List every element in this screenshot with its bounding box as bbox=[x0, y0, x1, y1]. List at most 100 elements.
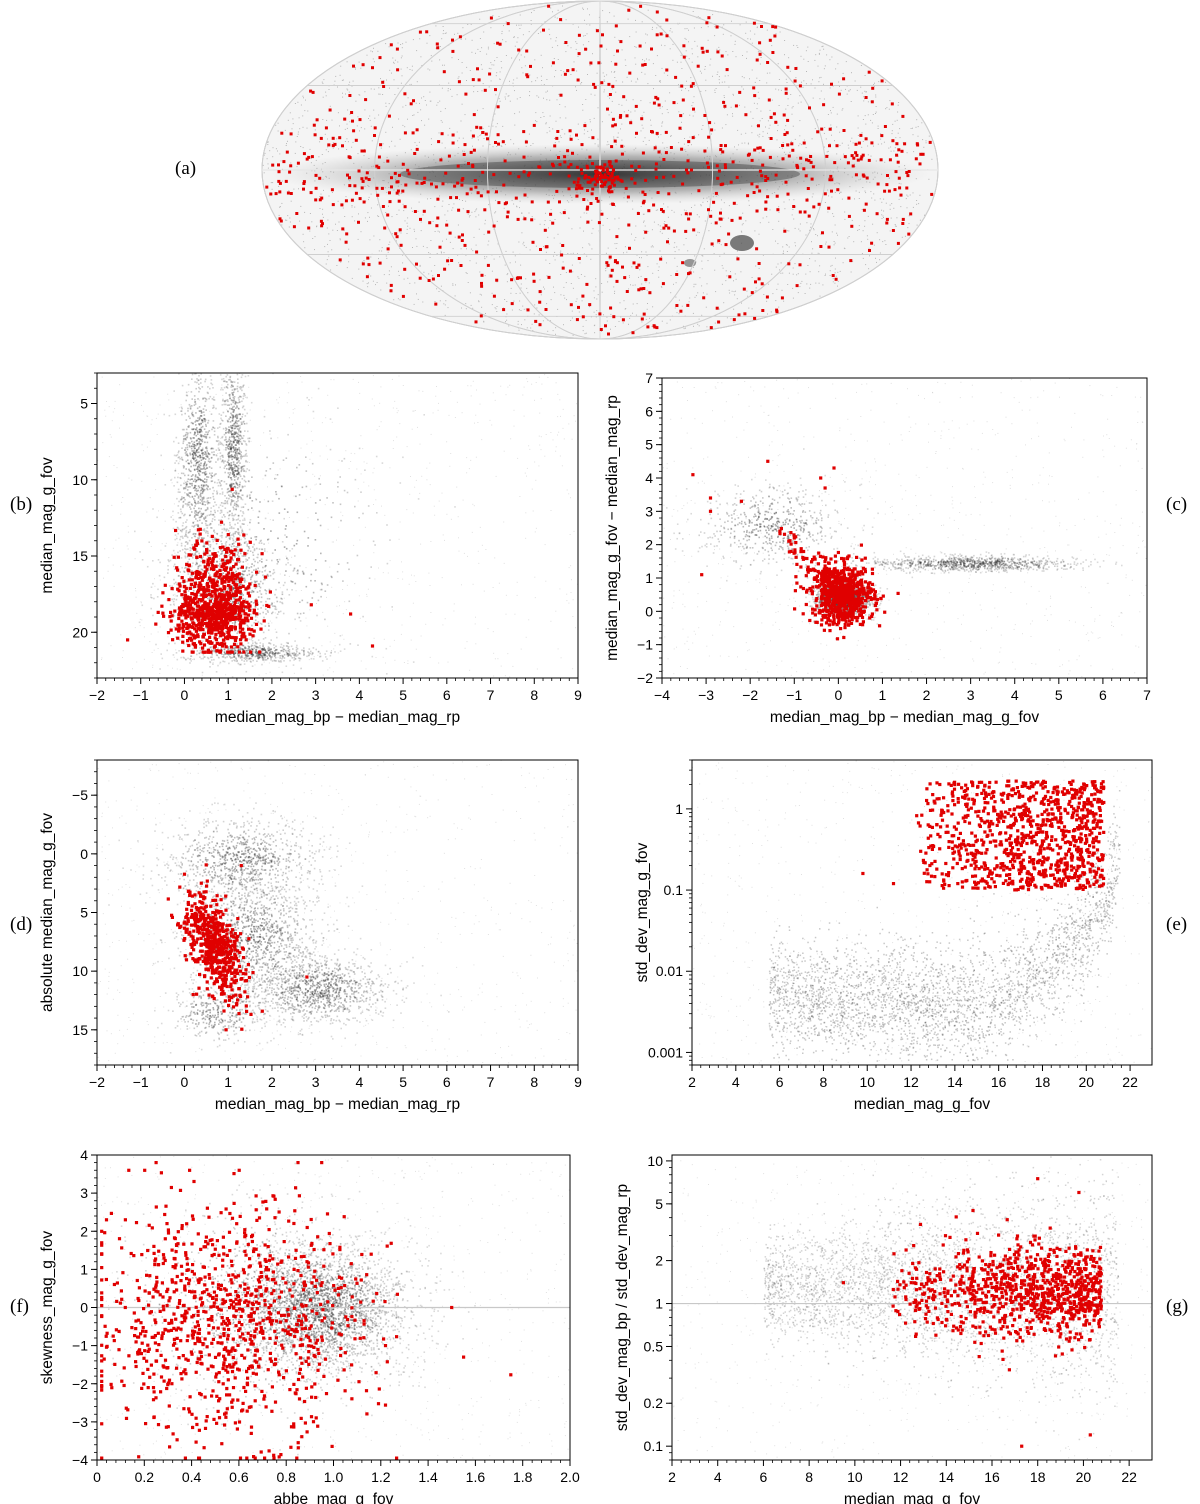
sky-highlight-point bbox=[755, 247, 759, 251]
background-point bbox=[194, 553, 197, 556]
sky-highlight-point bbox=[724, 243, 728, 247]
sky-highlight-point bbox=[394, 232, 398, 236]
background-point bbox=[245, 654, 248, 657]
background-point bbox=[250, 653, 252, 656]
sky-highlight-point bbox=[752, 191, 756, 194]
sky-highlight-point bbox=[611, 124, 615, 128]
sky-highlight-point bbox=[486, 263, 490, 267]
sky-background-point bbox=[653, 221, 655, 223]
sky-background-point bbox=[560, 74, 562, 76]
sky-background-point bbox=[718, 79, 720, 81]
sky-background-point bbox=[738, 144, 739, 146]
sky-background-point bbox=[525, 308, 527, 310]
background-point bbox=[317, 518, 319, 521]
sky-highlight-point bbox=[727, 232, 731, 236]
sky-background-point bbox=[699, 70, 701, 72]
sky-background-point bbox=[436, 104, 438, 106]
sky-highlight-point bbox=[804, 174, 808, 178]
sky-background-point bbox=[490, 62, 492, 64]
sky-background-point bbox=[496, 57, 498, 58]
background-point bbox=[202, 513, 204, 516]
background-point bbox=[230, 447, 232, 450]
background-point bbox=[220, 569, 223, 572]
sky-background-point bbox=[726, 114, 728, 116]
sky-background-point bbox=[809, 258, 811, 260]
background-point bbox=[286, 511, 289, 513]
background-point bbox=[239, 534, 241, 537]
sky-highlight-point bbox=[508, 171, 512, 175]
background-point bbox=[167, 559, 170, 561]
sky-highlight-point bbox=[479, 126, 483, 130]
sky-background-point bbox=[704, 68, 706, 70]
background-point bbox=[197, 379, 199, 382]
background-point bbox=[194, 511, 196, 514]
sky-background-point bbox=[286, 143, 287, 145]
sky-background-point bbox=[474, 211, 476, 213]
background-point bbox=[239, 519, 241, 522]
background-point bbox=[247, 699, 249, 701]
background-point bbox=[182, 582, 185, 585]
background-point bbox=[172, 510, 174, 513]
sky-background-point bbox=[429, 35, 431, 37]
background-point bbox=[301, 649, 303, 651]
sky-highlight-point bbox=[583, 176, 587, 180]
background-point bbox=[238, 483, 241, 486]
sky-background-point bbox=[264, 152, 266, 154]
background-point bbox=[198, 564, 201, 567]
sky-background-point bbox=[585, 99, 587, 100]
background-point bbox=[236, 435, 238, 438]
background-point bbox=[203, 418, 206, 420]
sky-background-point bbox=[491, 292, 493, 294]
background-point bbox=[227, 552, 230, 554]
background-point bbox=[287, 642, 289, 644]
sky-background-point bbox=[407, 217, 409, 219]
sky-highlight-point bbox=[758, 169, 762, 173]
sky-background-point bbox=[606, 267, 608, 269]
background-point bbox=[248, 437, 251, 440]
sky-highlight-point bbox=[488, 72, 492, 76]
sky-background-point bbox=[458, 59, 459, 60]
sky-background-point bbox=[609, 97, 610, 99]
sky-highlight-point bbox=[284, 179, 288, 183]
sky-background-point bbox=[585, 319, 587, 321]
sky-background-point bbox=[632, 208, 634, 210]
background-point bbox=[209, 395, 212, 398]
background-point bbox=[209, 387, 211, 390]
sky-background-point bbox=[758, 136, 760, 138]
sky-highlight-point bbox=[734, 104, 738, 108]
sky-background-point bbox=[458, 76, 460, 78]
sky-highlight-point bbox=[728, 275, 732, 279]
sky-background-point bbox=[344, 128, 346, 130]
background-point bbox=[193, 554, 195, 557]
sky-background-point bbox=[721, 26, 723, 28]
background-point bbox=[224, 502, 226, 505]
sky-background-point bbox=[741, 302, 742, 304]
sky-highlight-point bbox=[805, 198, 809, 202]
background-point bbox=[219, 485, 222, 487]
sky-background-point bbox=[364, 91, 366, 93]
sky-highlight-point bbox=[575, 133, 578, 137]
sky-highlight-point bbox=[753, 316, 757, 320]
background-point bbox=[293, 567, 296, 570]
sky-background-point bbox=[278, 214, 280, 216]
background-point bbox=[229, 486, 232, 488]
sky-background-point bbox=[824, 202, 826, 203]
sky-background-point bbox=[546, 275, 548, 277]
sky-highlight-point bbox=[471, 165, 475, 168]
background-point bbox=[213, 434, 216, 436]
sky-background-point bbox=[526, 327, 528, 329]
sky-background-point bbox=[661, 67, 663, 69]
sky-highlight-point bbox=[324, 126, 328, 130]
sky-background-point bbox=[529, 91, 531, 93]
background-point bbox=[248, 567, 251, 569]
sky-background-point bbox=[725, 51, 727, 53]
sky-background-point bbox=[643, 237, 645, 239]
sky-background-point bbox=[540, 117, 542, 118]
sky-background-point bbox=[559, 212, 561, 213]
background-point bbox=[187, 573, 190, 575]
background-point bbox=[197, 567, 199, 570]
sky-highlight-point bbox=[619, 178, 623, 182]
sky-highlight-point bbox=[635, 265, 639, 269]
sky-background-point bbox=[281, 224, 283, 226]
background-point bbox=[251, 655, 253, 658]
